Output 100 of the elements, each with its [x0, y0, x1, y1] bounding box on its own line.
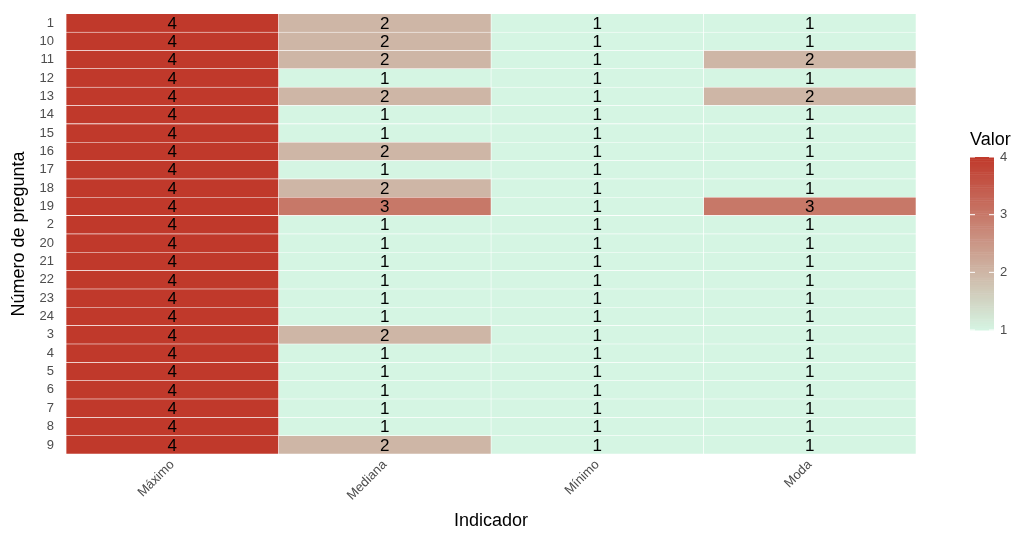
data-label: 1	[805, 417, 815, 437]
color-bar-label: 3	[1000, 206, 1008, 222]
data-label: 1	[380, 343, 390, 363]
y-tick-label: 12	[39, 69, 55, 85]
data-label: 1	[592, 343, 603, 363]
y-tick-label: 7	[46, 399, 55, 415]
data-label: 2	[380, 178, 390, 198]
data-label: 1	[592, 215, 603, 235]
y-tick-label: 4	[46, 344, 55, 360]
data-label: 4	[167, 288, 178, 308]
data-label: 2	[380, 13, 390, 33]
data-label: 4	[167, 435, 178, 455]
data-label: 1	[805, 288, 815, 308]
data-label: 4	[167, 343, 178, 363]
data-label: 4	[167, 417, 178, 437]
data-label: 1	[592, 32, 603, 52]
data-label: 4	[167, 215, 178, 235]
data-label: 1	[380, 362, 390, 382]
data-label: 1	[592, 87, 603, 107]
data-label: 1	[805, 307, 815, 327]
data-label: 1	[380, 68, 390, 88]
data-label: 1	[805, 362, 815, 382]
y-tick-label: 21	[39, 253, 55, 269]
y-tick-label: 5	[46, 363, 55, 379]
data-label: 1	[592, 270, 603, 290]
data-label: 1	[592, 252, 603, 272]
data-label: 4	[167, 380, 178, 400]
data-label: 1	[592, 142, 603, 162]
data-label: 1	[380, 380, 390, 400]
y-tick-label: 24	[39, 308, 55, 324]
data-label: 1	[380, 288, 390, 308]
data-label: 1	[592, 435, 603, 455]
y-tick-label: 2	[46, 216, 55, 232]
data-label: 1	[592, 50, 603, 70]
data-label: 1	[805, 178, 815, 198]
data-label: 1	[592, 105, 603, 125]
y-tick-label: 1	[46, 14, 55, 30]
data-label: 2	[380, 50, 390, 70]
data-label: 1	[592, 417, 603, 437]
y-tick-label: 18	[39, 179, 55, 195]
data-label: 1	[805, 435, 815, 455]
y-tick-label: 13	[39, 87, 55, 103]
y-tick-label: 14	[39, 106, 55, 122]
data-label: 1	[592, 362, 603, 382]
data-label: 1	[380, 398, 390, 418]
x-axis-title: Indicador	[454, 510, 529, 531]
data-label: 4	[167, 325, 178, 345]
y-tick-label: 17	[39, 161, 55, 177]
data-label: 4	[167, 13, 178, 33]
data-label: 1	[380, 160, 390, 180]
data-label: 2	[805, 87, 815, 107]
data-label: 1	[592, 68, 603, 88]
data-label: 2	[380, 435, 390, 455]
data-label: 1	[805, 215, 815, 235]
data-label: 4	[167, 32, 178, 52]
y-tick-label: 15	[39, 124, 55, 140]
data-label: 4	[167, 197, 178, 217]
data-label: 4	[167, 178, 178, 198]
y-tick-label: 20	[39, 234, 55, 250]
data-label: 1	[805, 325, 815, 345]
data-label: 1	[380, 233, 390, 253]
data-label: 4	[167, 50, 178, 70]
y-tick-label: 11	[40, 51, 55, 67]
data-label: 1	[592, 325, 603, 345]
data-label: 1	[380, 105, 390, 125]
data-label: 1	[805, 13, 815, 33]
data-label: 1	[805, 32, 815, 52]
data-label: 1	[805, 380, 815, 400]
color-bar-label: 1	[1000, 321, 1008, 337]
data-label: 1	[592, 398, 603, 418]
data-label: 4	[167, 123, 178, 143]
data-label: 1	[805, 398, 815, 418]
data-label: 4	[167, 87, 178, 107]
data-label: 1	[592, 178, 603, 198]
data-label: 4	[167, 307, 178, 327]
data-label: 1	[805, 343, 815, 363]
y-tick-label: 6	[46, 381, 55, 397]
y-tick-label: 9	[46, 436, 55, 452]
data-label: 4	[167, 142, 178, 162]
data-label: 4	[167, 105, 178, 125]
data-label: 1	[805, 270, 815, 290]
data-label: 1	[805, 252, 815, 272]
data-label: 1	[380, 417, 390, 437]
y-tick-label: 10	[39, 32, 55, 48]
data-label: 2	[380, 325, 390, 345]
data-label: 1	[805, 160, 815, 180]
y-axis-title: Número de pregunta	[7, 150, 28, 317]
data-label: 1	[805, 105, 815, 125]
y-tick-label: 22	[39, 271, 55, 287]
data-label: 1	[805, 68, 815, 88]
data-label: 2	[380, 142, 390, 162]
data-label: 4	[167, 160, 178, 180]
data-label: 4	[167, 68, 178, 88]
data-label: 1	[805, 233, 815, 253]
y-tick-label: 3	[46, 326, 55, 342]
data-label: 4	[167, 270, 178, 290]
data-label: 1	[592, 233, 603, 253]
legend-title: Valor	[970, 129, 1011, 149]
data-label: 2	[805, 50, 815, 70]
data-label: 2	[380, 32, 390, 52]
